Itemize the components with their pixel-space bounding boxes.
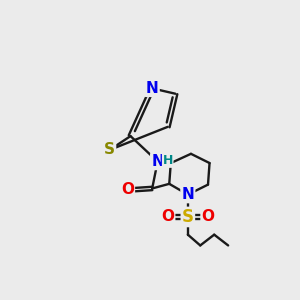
Text: N: N <box>146 81 159 96</box>
Text: S: S <box>104 142 115 158</box>
Text: O: O <box>121 182 134 197</box>
Text: O: O <box>161 209 174 224</box>
Text: N: N <box>182 187 194 202</box>
Text: N: N <box>151 154 164 169</box>
Text: H: H <box>163 154 173 167</box>
Text: O: O <box>202 209 214 224</box>
Text: S: S <box>182 208 194 226</box>
